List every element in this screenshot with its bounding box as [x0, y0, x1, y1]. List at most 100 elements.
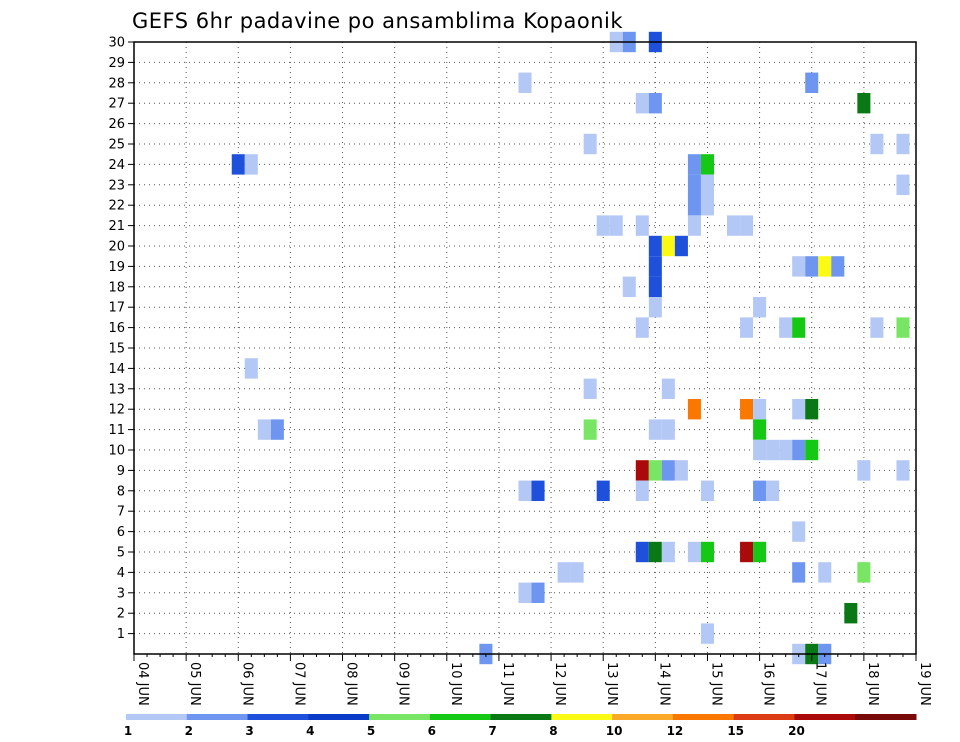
- precip-cell: [753, 419, 767, 440]
- colorbar-label: 12: [667, 724, 684, 738]
- precip-cell: [857, 460, 871, 481]
- precip-cell: [831, 256, 845, 277]
- x-tick-label: 08 JUN: [344, 662, 359, 706]
- y-tick-label: 6: [117, 525, 125, 540]
- precip-cell: [792, 439, 806, 461]
- precip-cell: [518, 582, 532, 603]
- x-tick-label: 16 JUN: [761, 662, 776, 706]
- y-tick-label: 15: [108, 342, 125, 357]
- precip-cell: [700, 154, 714, 175]
- precip-cell: [687, 154, 701, 175]
- x-tick-label: 12 JUN: [552, 662, 567, 706]
- precipitation-cells: [231, 31, 910, 665]
- y-tick-label: 14: [108, 362, 125, 377]
- precip-cell: [753, 541, 767, 563]
- colorbar-label: 1: [124, 724, 132, 738]
- precip-cell: [257, 419, 271, 440]
- colorbar-swatch: [490, 714, 552, 720]
- y-axis-ticks: 1234567891011121314151617181920212223242…: [108, 36, 134, 642]
- precip-cell: [727, 215, 741, 236]
- precip-cell: [622, 276, 636, 297]
- precip-cell: [570, 562, 584, 583]
- precip-cell: [635, 460, 649, 481]
- precip-cell: [870, 133, 884, 155]
- precip-cell: [674, 235, 688, 257]
- x-axis-ticks: 04 JUN 05 JUN 06 JUN 07 JUN 08 JUN 09 JUN 10 J…: [133, 654, 932, 706]
- y-tick-label: 16: [108, 321, 125, 336]
- precip-cell: [792, 562, 806, 583]
- x-tick-label: 19 JUN: [917, 662, 932, 706]
- precip-cell: [687, 215, 701, 236]
- precip-cell: [531, 582, 545, 603]
- x-tick-label: 14 JUN: [656, 662, 671, 706]
- precip-cell: [635, 480, 649, 501]
- y-tick-label: 2: [117, 607, 125, 622]
- precip-cell: [648, 460, 662, 481]
- y-tick-label: 4: [117, 566, 125, 581]
- precip-cell: [635, 215, 649, 236]
- precip-cell: [792, 521, 806, 542]
- precip-cell: [818, 256, 832, 277]
- precip-cell: [792, 399, 806, 420]
- precip-cell: [635, 317, 649, 338]
- precip-cell: [583, 419, 597, 440]
- precip-cell: [596, 215, 610, 236]
- y-tick-label: 19: [108, 260, 125, 275]
- colorbar-swatch: [429, 714, 492, 720]
- precip-cell: [648, 93, 662, 114]
- y-tick-label: 26: [108, 117, 125, 132]
- precip-cell: [753, 297, 767, 318]
- precip-cell: [583, 133, 597, 155]
- precip-cell: [244, 358, 258, 379]
- colorbar-swatch: [247, 714, 309, 720]
- precip-cell: [700, 623, 714, 644]
- x-tick-label: 11 JUN: [500, 662, 515, 706]
- precip-cell: [609, 215, 623, 236]
- colorbar-label: 15: [727, 724, 744, 738]
- precip-cell: [700, 541, 714, 563]
- precip-cell: [648, 419, 662, 440]
- colorbar-label: 2: [185, 724, 193, 738]
- y-tick-label: 28: [108, 76, 125, 91]
- y-tick-label: 17: [108, 301, 125, 316]
- colorbar-swatch: [612, 714, 674, 720]
- y-tick-label: 12: [108, 403, 125, 418]
- y-tick-label: 30: [108, 36, 125, 51]
- y-tick-label: 25: [108, 138, 125, 153]
- precip-cell: [700, 480, 714, 501]
- precip-cell: [231, 154, 245, 175]
- precip-cell: [661, 460, 675, 481]
- colorbar-label: 3: [245, 724, 253, 738]
- precip-cell: [896, 460, 910, 481]
- y-tick-label: 27: [108, 97, 125, 112]
- y-tick-label: 3: [117, 586, 125, 601]
- colorbar-swatch: [369, 714, 431, 720]
- precip-cell: [661, 378, 675, 399]
- precip-cell: [766, 480, 780, 501]
- precip-cell: [583, 378, 597, 399]
- colorbar-label: 8: [549, 724, 557, 738]
- colorbar-swatch: [551, 714, 613, 720]
- y-tick-label: 24: [108, 158, 125, 173]
- precip-cell: [740, 215, 754, 236]
- colorbar-label: 20: [788, 724, 805, 738]
- precip-cell: [857, 562, 871, 583]
- precip-cell: [648, 256, 662, 277]
- colorbar-label: 6: [428, 724, 436, 738]
- y-tick-label: 23: [108, 178, 125, 193]
- x-tick-label: 18 JUN: [865, 662, 880, 706]
- colorbar-swatch: [126, 714, 188, 720]
- precip-cell: [674, 460, 688, 481]
- precip-cell: [648, 297, 662, 318]
- precip-cell: [648, 541, 662, 563]
- precip-cell: [753, 439, 767, 461]
- precip-cell: [700, 195, 714, 216]
- x-tick-label: 09 JUN: [396, 662, 411, 706]
- precip-cell: [792, 317, 806, 338]
- precip-cell: [805, 256, 819, 277]
- x-tick-label: 07 JUN: [291, 662, 306, 706]
- y-tick-label: 11: [108, 423, 125, 438]
- y-tick-label: 7: [117, 505, 125, 520]
- y-tick-label: 21: [108, 219, 125, 234]
